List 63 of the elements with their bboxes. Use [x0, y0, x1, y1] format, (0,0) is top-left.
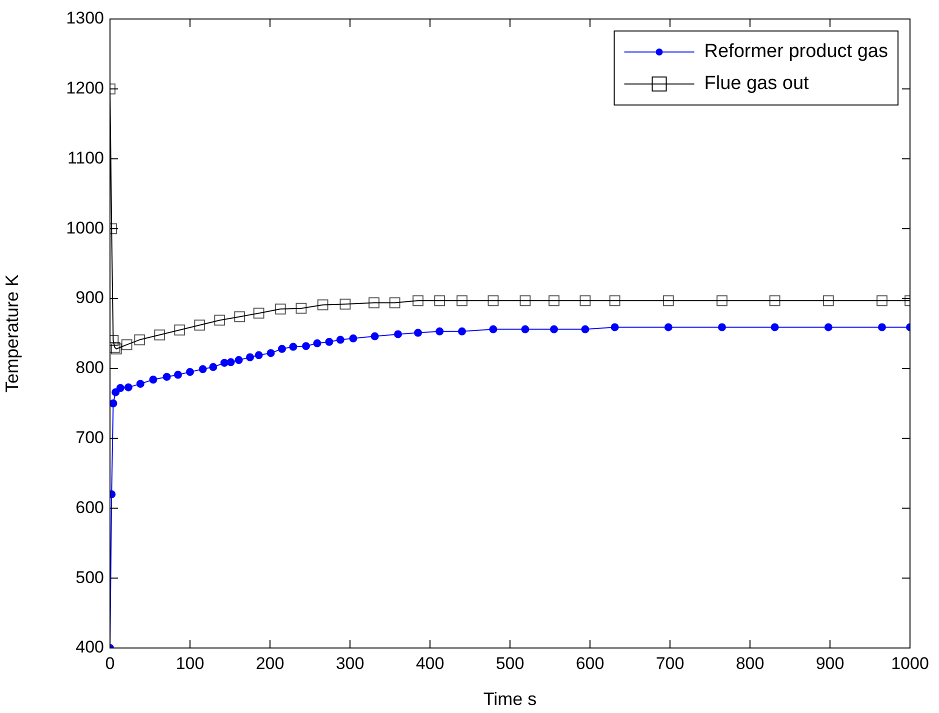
point	[266, 349, 275, 358]
y-tick-label: 400	[76, 638, 104, 657]
point	[521, 325, 530, 334]
point	[414, 328, 422, 337]
point	[226, 358, 235, 366]
point	[289, 342, 298, 351]
legend-label: Reformer product gas	[704, 41, 888, 62]
x-tick-label: 500	[496, 654, 524, 673]
point	[824, 323, 832, 332]
x-tick-label: 300	[336, 654, 364, 673]
point	[581, 325, 590, 334]
point	[458, 327, 466, 336]
point	[162, 372, 171, 381]
point	[370, 332, 379, 340]
point	[336, 336, 344, 344]
legend-label: Flue gas out	[704, 73, 810, 94]
point	[186, 368, 194, 376]
x-tick-label: 600	[576, 654, 604, 673]
point	[246, 353, 254, 362]
y-tick-label: 1300	[66, 8, 104, 28]
y-tick-label: 700	[76, 428, 104, 448]
point	[234, 356, 243, 364]
x-tick-label: 0	[105, 654, 115, 673]
point	[209, 363, 218, 372]
y-tick-label: 600	[76, 498, 104, 517]
point	[436, 327, 444, 336]
point	[550, 325, 558, 334]
point	[489, 325, 498, 334]
y-tick-label: 1100	[67, 148, 104, 168]
point	[198, 365, 207, 374]
point	[174, 370, 182, 379]
x-tick-label: 400	[416, 654, 444, 673]
x-tick-label: 100	[176, 654, 204, 673]
y-tick-label: 1200	[66, 78, 104, 98]
point	[878, 323, 886, 332]
point	[254, 351, 263, 360]
y-tick-label: 900	[76, 288, 104, 308]
point	[302, 342, 310, 350]
point	[349, 334, 358, 342]
point	[116, 384, 124, 392]
x-tick-label: 900	[816, 654, 844, 673]
y-axis-title: Temperature K	[2, 274, 22, 393]
x-tick-label: 200	[256, 654, 284, 673]
x-axis-title: Time s	[483, 689, 537, 710]
point	[149, 376, 158, 384]
x-tick-label: 700	[656, 654, 684, 673]
y-tick-label: 800	[76, 358, 104, 378]
y-tick-label: 1000	[66, 218, 104, 238]
point	[394, 330, 402, 338]
point	[325, 338, 334, 346]
point	[136, 380, 144, 388]
x-tick-label: 800	[736, 654, 764, 673]
y-tick-label: 500	[76, 568, 104, 587]
point	[664, 323, 672, 332]
point	[110, 399, 118, 408]
point	[278, 344, 286, 353]
point	[718, 323, 726, 332]
point	[610, 323, 619, 332]
point	[124, 383, 132, 392]
x-tick-label: 1000	[891, 654, 929, 673]
point	[313, 339, 322, 348]
point	[770, 323, 779, 332]
point	[220, 358, 228, 367]
